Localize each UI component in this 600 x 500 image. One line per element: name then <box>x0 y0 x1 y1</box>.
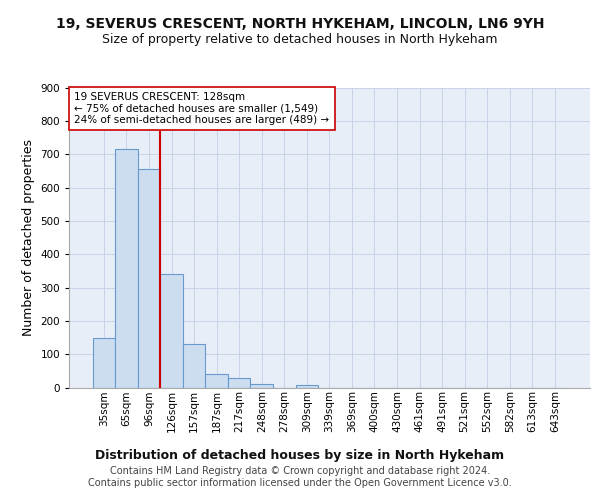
Bar <box>115 149 138 388</box>
Text: 19, SEVERUS CRESCENT, NORTH HYKEHAM, LINCOLN, LN6 9YH: 19, SEVERUS CRESCENT, NORTH HYKEHAM, LIN… <box>56 18 544 32</box>
Text: 19 SEVERUS CRESCENT: 128sqm
← 75% of detached houses are smaller (1,549)
24% of : 19 SEVERUS CRESCENT: 128sqm ← 75% of det… <box>74 92 329 125</box>
Bar <box>92 338 115 388</box>
Bar <box>250 384 273 388</box>
Text: Contains HM Land Registry data © Crown copyright and database right 2024.
Contai: Contains HM Land Registry data © Crown c… <box>88 466 512 487</box>
Text: Size of property relative to detached houses in North Hykeham: Size of property relative to detached ho… <box>102 32 498 46</box>
Bar <box>228 378 250 388</box>
Y-axis label: Number of detached properties: Number of detached properties <box>22 139 35 336</box>
Bar <box>160 274 183 388</box>
Bar <box>296 384 318 388</box>
Bar <box>138 169 160 388</box>
Bar <box>205 374 228 388</box>
Text: Distribution of detached houses by size in North Hykeham: Distribution of detached houses by size … <box>95 448 505 462</box>
Bar <box>183 344 205 388</box>
